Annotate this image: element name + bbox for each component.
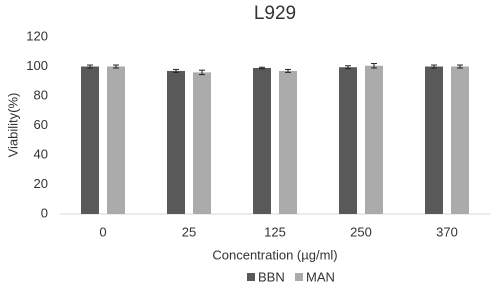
- error-bar: [87, 64, 93, 69]
- bar: [107, 66, 125, 214]
- error-bar: [173, 68, 179, 73]
- x-tick-label: 250: [350, 224, 372, 239]
- bar: [451, 66, 469, 214]
- y-tick-label: 40: [34, 146, 48, 161]
- y-tick-label: 80: [34, 87, 48, 102]
- y-tick-label: 20: [34, 176, 48, 191]
- error-bar: [199, 69, 205, 76]
- legend-swatch: [247, 273, 255, 281]
- x-tick-label: 125: [264, 224, 286, 239]
- error-bar: [285, 68, 291, 73]
- legend-label: BBN: [258, 269, 285, 284]
- bar: [365, 65, 383, 214]
- bar: [253, 67, 271, 214]
- error-bar: [345, 65, 351, 70]
- error-bar: [457, 64, 463, 69]
- y-tick-label: 120: [26, 28, 48, 43]
- y-tick-label: 60: [34, 117, 48, 132]
- y-axis-label: Viability(%): [5, 93, 20, 158]
- error-bar: [371, 63, 377, 69]
- x-tick-label: 370: [436, 224, 458, 239]
- x-axis-label: Concentration (µg/ml): [212, 247, 337, 262]
- y-tick-label: 100: [26, 58, 48, 73]
- x-tick-label: 25: [182, 224, 196, 239]
- error-bar: [259, 66, 265, 70]
- error-bar: [113, 64, 119, 69]
- error-bar: [431, 64, 437, 69]
- bar: [339, 67, 357, 214]
- bar: [425, 66, 443, 214]
- legend-label: MAN: [306, 269, 335, 284]
- chart-title: L929: [254, 3, 296, 24]
- y-tick-label: 0: [41, 205, 48, 220]
- x-tick-label: 0: [99, 224, 106, 239]
- bar: [279, 70, 297, 214]
- bar: [193, 72, 211, 215]
- bar: [81, 66, 99, 214]
- bar: [167, 70, 185, 214]
- legend-swatch: [295, 273, 303, 281]
